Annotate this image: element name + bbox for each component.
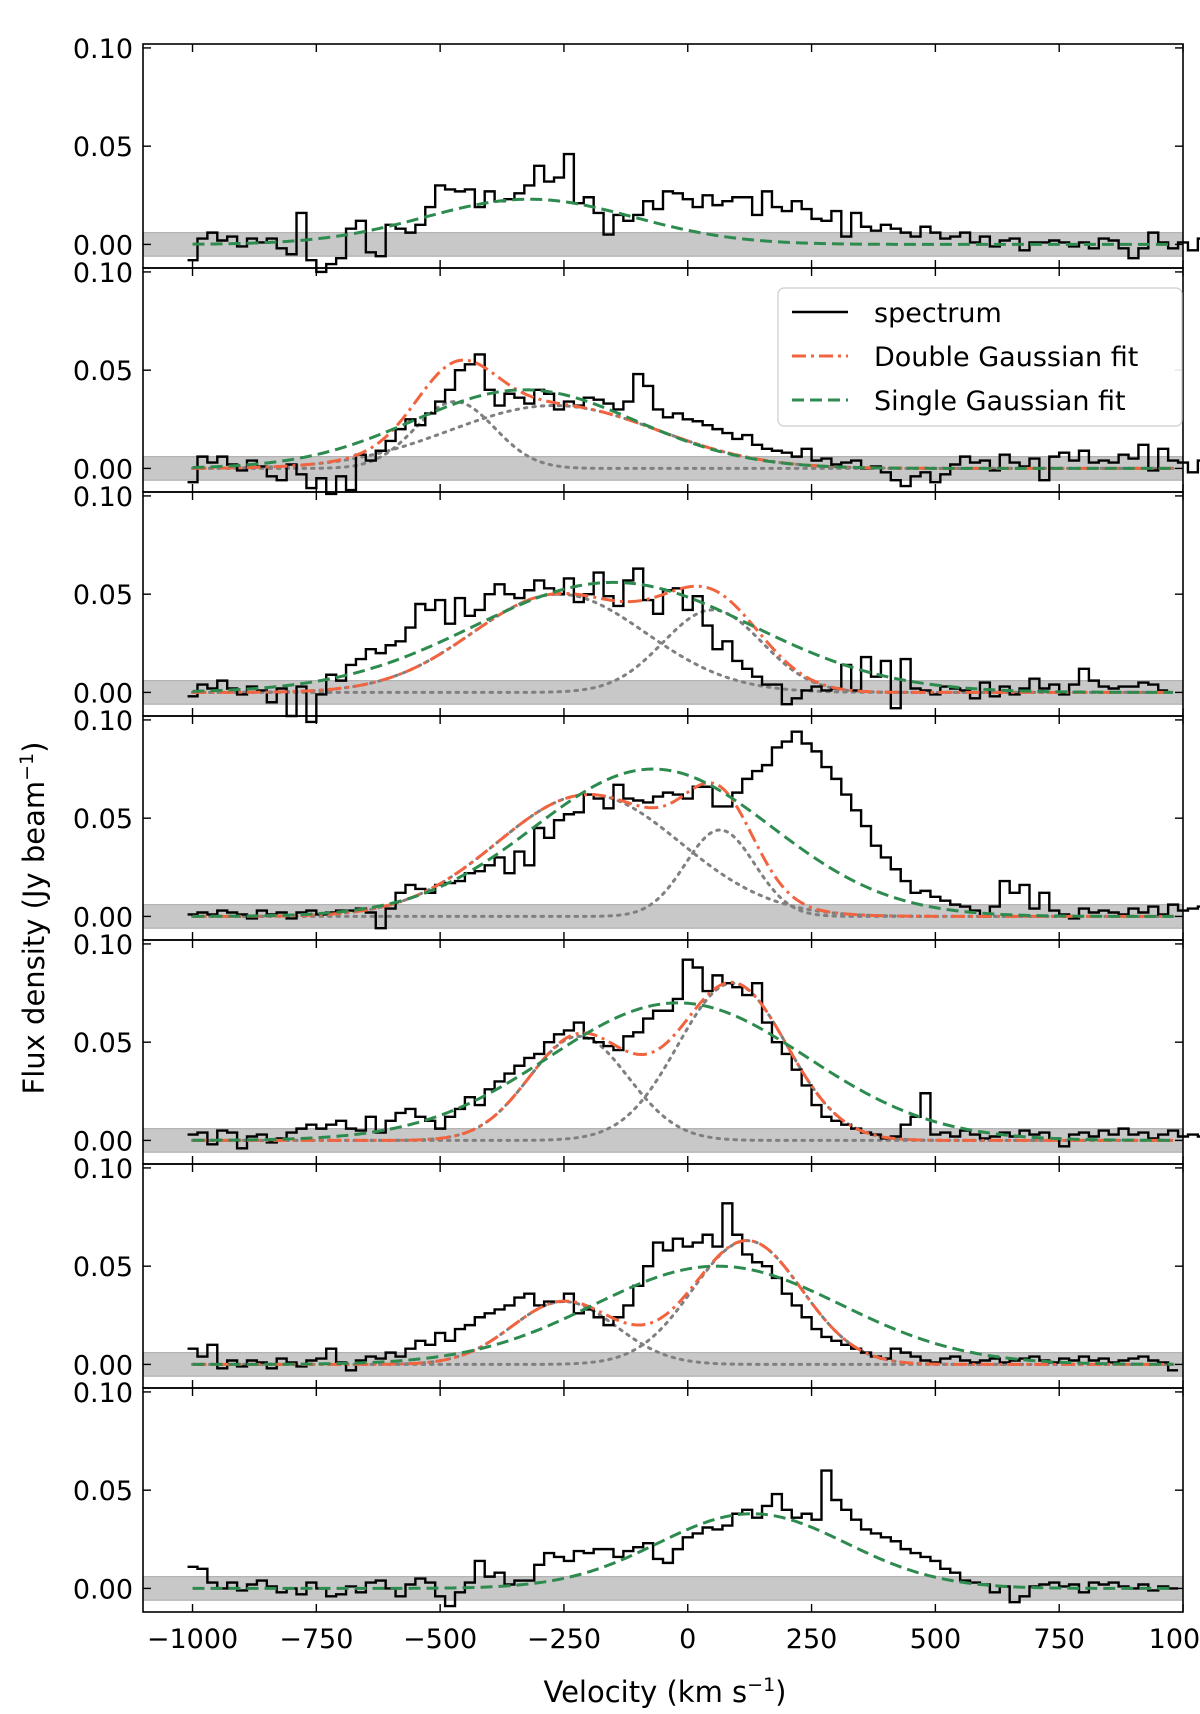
y-tick-label-panel-5: 0.10 <box>73 930 133 961</box>
x-axis-label: Velocity (km s−1) <box>543 1674 786 1709</box>
panel-2: 0.00 0.05 0.10 <box>73 258 1200 496</box>
y-tick-label-panel-4: 0.10 <box>73 706 133 737</box>
x-tick-label: 0 <box>679 1624 696 1655</box>
panel-1: 0.00 0.05 0.10 <box>73 34 1200 274</box>
single-gaussian-fit-panel-1 <box>192 197 1174 246</box>
legend: spectrum Double Gaussian fit Single Gaus… <box>777 287 1183 427</box>
panel-3: 0.00 0.05 0.10 <box>73 482 1184 724</box>
y-tick-label-panel-2: 0.10 <box>73 258 133 289</box>
component-1-panel-4 <box>191 793 1175 918</box>
noise-band-panel-1 <box>142 232 1184 257</box>
y-tick-label-panel-7: 0.05 <box>73 1476 133 1507</box>
single-gaussian-fit-panel-7 <box>192 1512 1174 1590</box>
x-tick-label: −750 <box>279 1624 353 1655</box>
double-gaussian-fit-panel-4 <box>192 781 1174 918</box>
y-tick-label-panel-6: 0.00 <box>73 1350 133 1381</box>
spectrum-panel-6 <box>187 1202 1179 1372</box>
y-tick-label-panel-6: 0.10 <box>73 1154 133 1185</box>
legend-frame <box>777 287 1183 427</box>
x-tick-label: −500 <box>403 1624 477 1655</box>
double-gaussian-fit-panel-3 <box>192 584 1174 694</box>
y-tick-label-panel-1: 0.00 <box>73 230 133 261</box>
y-tick-label-panel-4: 0.00 <box>73 902 133 933</box>
y-tick-label-panel-1: 0.05 <box>73 132 133 163</box>
frame-panel-7 <box>142 1387 1184 1613</box>
legend-double-label: Double Gaussian fit <box>874 342 1138 373</box>
double-gaussian-fit-panel-5 <box>192 980 1174 1142</box>
spectrum-panel-1 <box>187 152 1200 274</box>
component-2-panel-6 <box>191 1239 1175 1366</box>
y-tick-label-panel-4: 0.05 <box>73 804 133 835</box>
panel-6: 0.00 0.05 0.10 <box>73 1154 1184 1389</box>
x-tick-label: −1000 <box>147 1624 238 1655</box>
y-tick-label-panel-3: 0.05 <box>73 580 133 611</box>
x-tick-label: 250 <box>786 1624 838 1655</box>
x-tick-label: 1000 <box>1149 1624 1200 1655</box>
y-tick-label-panel-2: 0.05 <box>73 356 133 387</box>
spectrum-panel-5 <box>187 958 1200 1150</box>
y-tick-label-panel-7: 0.00 <box>73 1574 133 1605</box>
panels-layer: 0.000.050.100.000.050.100.000.050.100.00… <box>73 34 1200 1655</box>
single-gaussian-fit-panel-5 <box>192 1001 1174 1142</box>
panel-7: 0.00 0.05 0.10 <box>73 1378 1184 1613</box>
panel-4: 0.00 0.05 0.10 <box>73 706 1200 941</box>
panel-5: 0.00 0.05 0.10 <box>73 930 1200 1165</box>
component-2-panel-4 <box>191 828 1175 918</box>
component-2-panel-5 <box>191 981 1175 1142</box>
x-tick-label: −250 <box>527 1624 601 1655</box>
y-tick-label-panel-7: 0.10 <box>73 1378 133 1409</box>
single-gaussian-fit-panel-2 <box>192 388 1174 470</box>
single-gaussian-fit-panel-4 <box>192 767 1174 918</box>
legend-spectrum-label: spectrum <box>874 298 1002 329</box>
single-gaussian-fit-panel-6 <box>192 1264 1174 1366</box>
y-tick-label-panel-2: 0.00 <box>73 454 133 485</box>
y-tick-label-panel-3: 0.10 <box>73 482 133 513</box>
spectrum-panel-7 <box>187 1469 1179 1608</box>
y-tick-label-panel-3: 0.00 <box>73 678 133 709</box>
y-tick-label-panel-5: 0.00 <box>73 1126 133 1157</box>
y-tick-label-panel-1: 0.10 <box>73 34 133 65</box>
spectrum-panel-2 <box>187 353 1200 496</box>
x-tick-label: 750 <box>1033 1624 1085 1655</box>
y-axis-label: Flux density (Jy beam−1) <box>16 742 51 1095</box>
x-tick-label: 500 <box>910 1624 962 1655</box>
legend-single-label: Single Gaussian fit <box>874 386 1126 417</box>
component-1-panel-5 <box>191 1034 1175 1142</box>
spectrum-panel-4 <box>187 730 1200 930</box>
y-tick-label-panel-6: 0.05 <box>73 1252 133 1283</box>
y-tick-label-panel-5: 0.05 <box>73 1028 133 1059</box>
single-gaussian-fit-panel-3 <box>192 580 1174 694</box>
